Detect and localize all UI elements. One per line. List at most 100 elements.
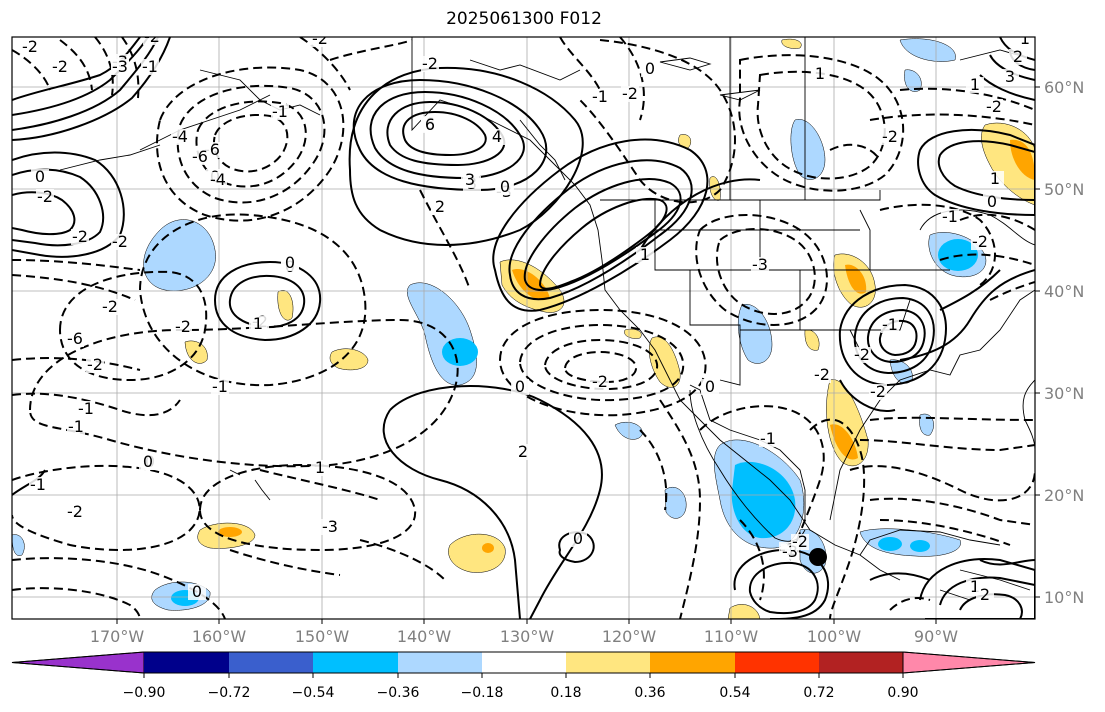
- contour-label: -6: [67, 329, 83, 348]
- colorbar-segment: [650, 652, 735, 673]
- contour-label: 0: [285, 253, 295, 272]
- lon-tick-label: 90°W: [914, 627, 958, 646]
- contour-label: 1: [640, 245, 650, 264]
- contour-label: -2: [112, 232, 128, 251]
- contour-label: 0: [705, 377, 715, 396]
- colorbar-tick-label: 0.36: [634, 685, 665, 701]
- contours: [12, 37, 1035, 619]
- contour-label: -1: [78, 399, 94, 418]
- lat-tick-label: 50°N: [1044, 180, 1084, 199]
- contour-label: 2: [1013, 47, 1023, 66]
- contour-label: -2: [986, 97, 1002, 116]
- shaded-field: [12, 38, 1035, 619]
- contour-label: -4: [172, 127, 188, 146]
- contour-label: -2: [67, 502, 83, 521]
- contour-label: -2: [792, 532, 808, 551]
- colorbar-segment: [819, 652, 903, 673]
- contour-label: -2: [592, 372, 608, 391]
- contour-label: 2: [518, 442, 528, 461]
- colorbar-segment: [313, 652, 398, 673]
- map-frame: [11, 36, 1036, 620]
- lat-tick-label: 60°N: [1044, 78, 1084, 97]
- lon-tick-label: 100°W: [807, 627, 862, 646]
- contour-label: -3: [322, 517, 338, 536]
- contour-label: 3: [465, 170, 475, 189]
- contour-label: 0: [143, 452, 153, 471]
- contour-label: -1: [212, 377, 228, 396]
- colorbar-tick-label: −0.54: [292, 685, 335, 701]
- colorbar-tick-label: −0.72: [208, 685, 251, 701]
- contour-label: -2: [52, 57, 68, 76]
- contour-label: -2: [882, 127, 898, 146]
- colorbar-segment: [566, 652, 650, 673]
- contour-label: -2: [37, 187, 53, 206]
- colorbar: −0.90 −0.72 −0.54 −0.36 −0.18 0.18 0.36 0.54 0.7…: [11, 651, 1036, 701]
- contour-label: -2: [175, 317, 191, 336]
- contour-label: -2: [87, 355, 103, 374]
- colorbar-segment: [482, 652, 566, 673]
- contour-label: 2: [435, 197, 445, 216]
- axis-ticks: 170°W 160°W 150°W 140°W 130°W 120°W 110°W 100°W…: [90, 78, 1085, 646]
- contour-label: -1: [760, 429, 776, 448]
- contour-label: 0: [35, 167, 45, 186]
- contour-label: -3: [112, 57, 128, 76]
- colorbar-tick-label: 0.90: [887, 685, 918, 701]
- lon-tick-label: 130°W: [500, 627, 555, 646]
- contour-label: 2: [980, 585, 990, 604]
- contour-label: -1: [142, 57, 158, 76]
- contour-label: 0: [645, 59, 655, 78]
- colorbar-tick-label: −0.90: [123, 685, 166, 701]
- contour-label: -1: [592, 87, 608, 106]
- contour-label-layer: -2-2-3-1-20632-30-2-6-101-3-2-10-1-2011-…: [21, 27, 1034, 604]
- colorbar-tick-label: −0.36: [377, 685, 420, 701]
- contour-label: 1: [253, 314, 263, 333]
- contour-label: -2: [854, 345, 870, 364]
- lat-tick-label: 30°N: [1044, 384, 1084, 403]
- lat-tick-label: 20°N: [1044, 486, 1084, 505]
- colorbar-segment: [398, 652, 482, 673]
- contour-label: 0: [573, 529, 583, 548]
- contour-label: 1: [1020, 29, 1030, 48]
- contour-label: -1: [942, 207, 958, 226]
- chart-title: 2025061300 F012: [446, 9, 602, 29]
- contour-label: -2: [102, 297, 118, 316]
- contour-label: -1: [30, 475, 46, 494]
- contour-label: -2: [144, 27, 160, 46]
- contour-label: -2: [422, 54, 438, 73]
- contour-label: -2: [870, 382, 886, 401]
- contour-label: -2: [312, 29, 328, 48]
- contour-label: -1: [68, 417, 84, 436]
- contour-label: 0: [987, 192, 997, 211]
- contour-label: 6: [425, 115, 435, 134]
- contour-label: 3: [1005, 67, 1015, 86]
- contour-label: 1: [990, 169, 1000, 188]
- contour-label: 0: [515, 377, 525, 396]
- contour-label: -2: [72, 227, 88, 246]
- colorbar-tick-label: 0.72: [803, 685, 834, 701]
- lon-tick-label: 160°W: [192, 627, 247, 646]
- contour-label: -2: [814, 365, 830, 384]
- contour-label: -1: [882, 315, 898, 334]
- contour-label: -2: [22, 37, 38, 56]
- contour-label: 0: [192, 582, 202, 601]
- lon-tick-label: 120°W: [602, 627, 657, 646]
- colorbar-tick-label: 0.54: [719, 685, 750, 701]
- lon-tick-label: 150°W: [295, 627, 350, 646]
- contour-label: 1: [970, 577, 980, 596]
- colorbar-extend-high: [902, 651, 1036, 674]
- contour-label: 1: [970, 75, 980, 94]
- contour-label: -6: [192, 147, 208, 166]
- colorbar-tick-label: −0.18: [461, 685, 504, 701]
- contour-label: -2: [622, 84, 638, 103]
- colorbar-segment: [229, 652, 313, 673]
- lon-tick-label: 140°W: [397, 627, 452, 646]
- colorbar-extend-low: [11, 651, 145, 674]
- lat-tick-label: 40°N: [1044, 282, 1084, 301]
- lat-tick-label: 10°N: [1044, 588, 1084, 607]
- colorbar-segment: [735, 652, 819, 673]
- storm-center-marker: [809, 548, 827, 566]
- contour-label: 1: [815, 64, 825, 83]
- contour-label: -2: [972, 232, 988, 251]
- contour-label: 1: [315, 458, 325, 477]
